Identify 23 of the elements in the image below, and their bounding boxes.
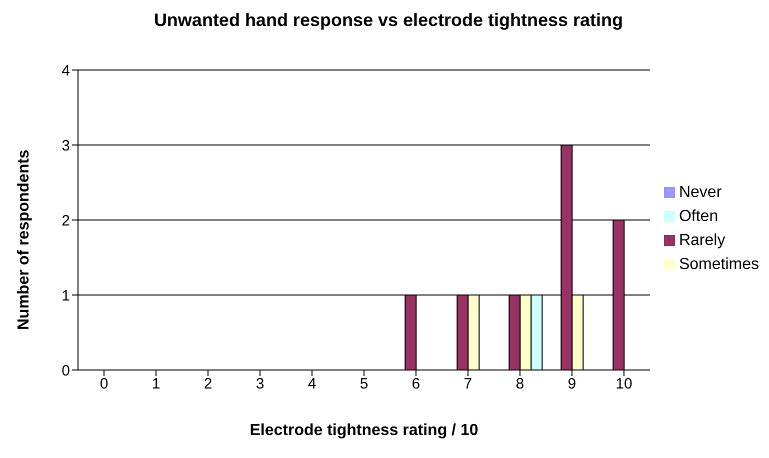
x-tick-label: 4 — [308, 376, 316, 393]
legend-label: Never — [678, 184, 722, 201]
x-tick-label: 5 — [360, 376, 368, 393]
legend-label: Often — [678, 208, 718, 225]
x-tick-label: 1 — [152, 376, 160, 393]
chart-title: Unwanted hand response vs electrode tightness rating — [152, 10, 624, 31]
legend-label: Sometimes — [678, 256, 759, 273]
x-tick-label: 10 — [616, 376, 632, 393]
y-tick-label: 4 — [62, 62, 70, 80]
x-tick-label: 6 — [412, 376, 420, 393]
y-tick-label: 0 — [62, 362, 70, 380]
x-tick-label: 3 — [256, 376, 264, 393]
x-tick-label: 9 — [568, 376, 576, 393]
y-tick-label: 1 — [62, 287, 70, 304]
legend-label: Rarely — [678, 232, 726, 249]
y-tick-label: 3 — [62, 137, 70, 154]
x-tick-label: 2 — [204, 376, 212, 393]
y-axis-title: Number of respondents — [16, 149, 33, 330]
x-tick-label: 0 — [100, 376, 108, 393]
y-tick-label: 2 — [62, 212, 70, 230]
x-axis-title: Electrode tightness rating / 10 — [250, 422, 478, 439]
x-tick-label: 7 — [464, 376, 472, 393]
x-tick-label: 8 — [516, 376, 524, 393]
